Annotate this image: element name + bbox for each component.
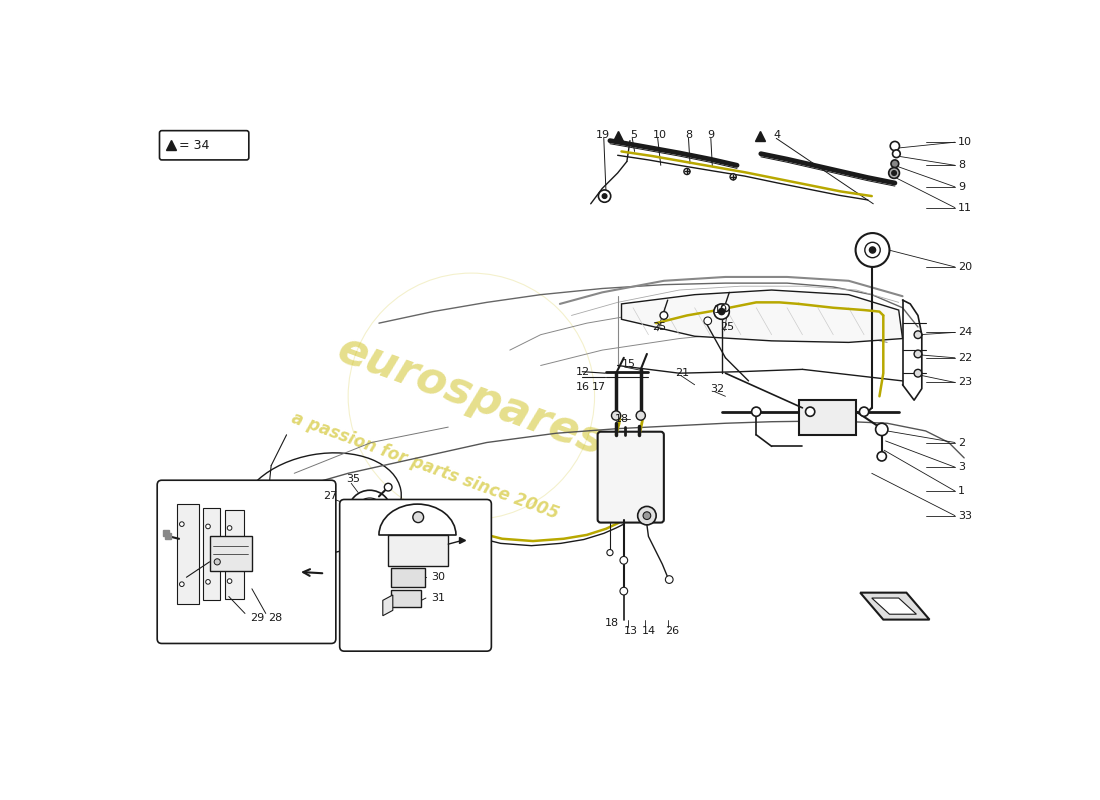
Circle shape (603, 194, 607, 198)
Circle shape (730, 174, 736, 180)
Polygon shape (224, 510, 244, 599)
Circle shape (660, 312, 668, 319)
Polygon shape (860, 593, 930, 619)
FancyBboxPatch shape (799, 400, 856, 435)
Circle shape (865, 242, 880, 258)
Circle shape (891, 160, 899, 168)
Text: 33: 33 (958, 510, 972, 521)
Text: 9: 9 (958, 182, 965, 192)
Text: 35: 35 (346, 474, 361, 485)
FancyBboxPatch shape (160, 130, 249, 160)
Circle shape (751, 407, 761, 416)
Polygon shape (204, 508, 220, 600)
Text: a passion for parts since 2005: a passion for parts since 2005 (289, 409, 561, 522)
Text: 19: 19 (714, 305, 728, 315)
Text: 8: 8 (958, 160, 965, 170)
Text: 12: 12 (576, 366, 591, 377)
Circle shape (714, 304, 729, 319)
Text: 28: 28 (268, 613, 283, 623)
Circle shape (598, 190, 611, 202)
Text: 4: 4 (773, 130, 780, 139)
Text: 30: 30 (431, 572, 446, 582)
Text: 21: 21 (675, 368, 690, 378)
Circle shape (892, 170, 896, 175)
Text: 27: 27 (323, 491, 338, 502)
Circle shape (856, 233, 890, 267)
Text: 15: 15 (623, 359, 636, 369)
Circle shape (228, 526, 232, 530)
Text: 13: 13 (624, 626, 638, 636)
Circle shape (666, 576, 673, 583)
Circle shape (722, 304, 729, 312)
Text: 3: 3 (958, 462, 965, 472)
Text: 19: 19 (596, 130, 611, 139)
Text: 20: 20 (958, 262, 972, 272)
Circle shape (384, 483, 392, 491)
Text: = 34: = 34 (178, 138, 209, 152)
Circle shape (869, 247, 876, 253)
Circle shape (179, 522, 184, 526)
Circle shape (890, 142, 900, 150)
Text: 16: 16 (576, 382, 590, 392)
Text: 2: 2 (958, 438, 965, 447)
Circle shape (805, 407, 815, 416)
Polygon shape (177, 504, 199, 604)
Text: 5: 5 (630, 130, 637, 139)
Text: 10: 10 (653, 130, 667, 139)
Circle shape (412, 512, 424, 522)
Circle shape (914, 350, 922, 358)
Text: 18: 18 (615, 414, 629, 424)
FancyBboxPatch shape (597, 432, 664, 522)
FancyBboxPatch shape (340, 499, 492, 651)
Circle shape (607, 550, 613, 556)
Text: 29: 29 (251, 613, 265, 623)
Circle shape (718, 309, 725, 314)
Circle shape (612, 411, 620, 420)
Text: eurospares: eurospares (332, 328, 610, 465)
FancyBboxPatch shape (388, 535, 449, 566)
FancyBboxPatch shape (157, 480, 336, 643)
Text: 24: 24 (958, 327, 972, 338)
Circle shape (892, 150, 900, 158)
Circle shape (684, 168, 690, 174)
Circle shape (704, 317, 712, 325)
Circle shape (636, 411, 646, 420)
Text: 10: 10 (958, 138, 972, 147)
Text: 8: 8 (685, 130, 693, 139)
FancyBboxPatch shape (390, 568, 425, 587)
Circle shape (877, 452, 887, 461)
Polygon shape (871, 598, 916, 614)
Text: 14: 14 (641, 626, 656, 636)
FancyBboxPatch shape (209, 537, 252, 571)
Text: 26: 26 (666, 626, 680, 636)
Text: 11: 11 (958, 202, 972, 213)
Circle shape (214, 558, 220, 565)
FancyBboxPatch shape (390, 590, 421, 607)
Circle shape (179, 582, 184, 586)
Circle shape (638, 506, 656, 525)
Text: 18: 18 (605, 618, 618, 629)
Text: 25: 25 (652, 322, 667, 332)
Text: 9: 9 (707, 130, 715, 139)
Text: 23: 23 (958, 378, 972, 387)
Text: 32: 32 (711, 384, 724, 394)
Text: 25: 25 (720, 322, 734, 332)
Polygon shape (621, 290, 902, 342)
Circle shape (914, 370, 922, 377)
Circle shape (206, 524, 210, 529)
Polygon shape (383, 595, 393, 616)
Circle shape (876, 423, 888, 435)
Text: 1: 1 (958, 486, 965, 496)
Text: 22: 22 (958, 353, 972, 363)
Circle shape (620, 557, 628, 564)
Circle shape (620, 587, 628, 595)
Circle shape (228, 578, 232, 583)
Circle shape (206, 579, 210, 584)
Text: 31: 31 (431, 593, 446, 603)
Circle shape (859, 407, 869, 416)
Circle shape (889, 168, 900, 178)
Circle shape (914, 331, 922, 338)
Circle shape (644, 512, 651, 519)
Text: 17: 17 (592, 382, 606, 392)
